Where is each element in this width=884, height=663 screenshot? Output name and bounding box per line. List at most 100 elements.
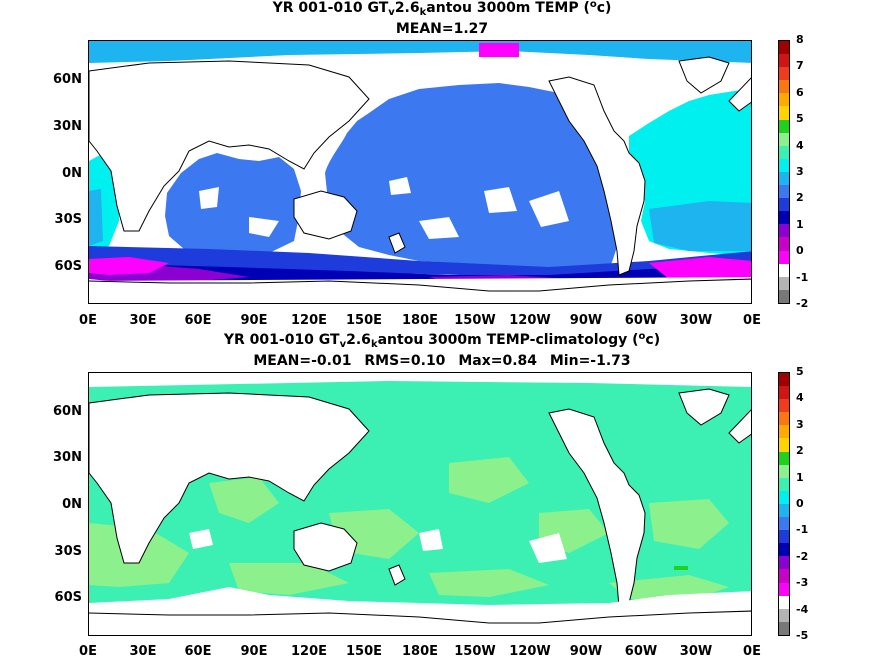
- top-antarctica: [89, 277, 751, 303]
- bottom-land-americas: [548, 408, 646, 608]
- top-map-panel: [88, 40, 752, 304]
- bottom-lon-9: 90W: [569, 644, 603, 659]
- bottom-colorbar-tick: -4: [796, 602, 809, 616]
- top-lat-30n: 30N: [53, 119, 82, 134]
- top-lon-10: 60W: [624, 313, 658, 328]
- bottom-colorbar-tick: -5: [796, 629, 809, 642]
- bottom-map-panel: [88, 372, 752, 636]
- bottom-lon-3: 90E: [240, 644, 268, 659]
- top-mean: MEAN=1.27: [395, 21, 489, 37]
- top-map-svg: [89, 41, 751, 303]
- bottom-title-unit-sup: o: [638, 331, 646, 342]
- top-lon-0: 0E: [79, 313, 97, 328]
- bottom-mean: MEAN=-0.01: [253, 353, 352, 369]
- top-colorbar-swatch: [779, 211, 789, 225]
- top-title-mid: 2.6: [394, 0, 420, 16]
- top-lon-6: 180E: [401, 313, 439, 328]
- top-colorbar: [778, 40, 790, 304]
- bottom-min: Min=-1.73: [549, 353, 631, 369]
- top-colorbar-swatch: [779, 132, 789, 146]
- bottom-colorbar-swatch: [779, 503, 789, 518]
- top-lon-8: 120W: [509, 313, 551, 328]
- bottom-colorbar-swatch: [779, 425, 789, 439]
- bottom-title-suffix: antou 3000m TEMP-climatology (: [377, 332, 639, 348]
- top-land-australia: [293, 190, 358, 240]
- bottom-max: Max=0.84: [458, 353, 537, 369]
- top-colorbar-swatch: [779, 93, 789, 107]
- bottom-colorbar-tick: 0: [796, 497, 804, 510]
- top-lon-5: 150E: [345, 313, 383, 328]
- bottom-lat-0n: 0N: [62, 497, 82, 512]
- top-title-unit-sup: o: [589, 0, 597, 10]
- bottom-colorbar-swatch: [779, 517, 789, 531]
- top-colorbar-tick: 2: [796, 191, 804, 205]
- top-southern-band-1: [89, 246, 751, 277]
- top-colorbar-swatch: [779, 54, 789, 68]
- bottom-colorbar-tick: -3: [796, 576, 809, 590]
- bottom-green-dot: [674, 566, 688, 570]
- top-colorbar-tick: 3: [796, 165, 804, 178]
- bottom-rms: RMS=0.10: [364, 353, 446, 369]
- bottom-colorbar-tick: 3: [796, 417, 804, 431]
- top-colorbar-tick: 4: [796, 138, 804, 152]
- top-colorbar-swatch: [779, 224, 789, 238]
- top-lon-7: 150W: [454, 313, 496, 328]
- bottom-colorbar-swatch: [779, 399, 789, 413]
- top-colorbar-tick: 6: [796, 85, 804, 99]
- top-colorbar-swatch: [779, 119, 789, 133]
- top-title-suffix: antou 3000m TEMP (: [426, 0, 590, 16]
- top-arctic-sea: [89, 41, 751, 63]
- bottom-colorbar-swatch: [779, 595, 789, 609]
- bottom-lat-60s: 60S: [54, 590, 82, 605]
- bottom-colorbar-swatch: [779, 543, 789, 557]
- top-arctic-magenta: [479, 43, 519, 57]
- top-colorbar-swatch: [779, 171, 789, 186]
- bottom-lon-5: 150E: [345, 644, 383, 659]
- bottom-title-prefix: YR 001-010 GT: [223, 332, 340, 348]
- top-colorbar-tick: -1: [796, 270, 809, 284]
- bottom-colorbar-tick: -2: [796, 549, 809, 563]
- bottom-lon-12: 0E: [743, 644, 761, 659]
- bottom-colorbar-swatch: [779, 386, 789, 400]
- top-lon-2: 60E: [184, 313, 212, 328]
- bottom-lat-30n: 30N: [53, 450, 82, 465]
- top-lon-3: 90E: [240, 313, 268, 328]
- bottom-colorbar-swatch: [779, 451, 789, 465]
- top-colorbar-tick: 7: [796, 59, 804, 73]
- bottom-land-australia: [293, 522, 358, 572]
- top-lon-4: 120E: [290, 313, 328, 328]
- bottom-title: YR 001-010 GTv2.6kantou 3000m TEMP-clima…: [0, 331, 884, 350]
- top-colorbar-swatch: [779, 41, 789, 55]
- top-colorbar-swatch: [779, 198, 789, 212]
- top-lat-0n: 0N: [62, 166, 82, 181]
- bottom-lon-4: 120E: [290, 644, 328, 659]
- top-stats: MEAN=1.27: [0, 21, 884, 37]
- top-colorbar-tick: -2: [796, 297, 809, 310]
- top-colorbar-swatch: [779, 80, 789, 94]
- bottom-colorbar: [778, 372, 790, 636]
- bottom-colorbar-tick: 2: [796, 444, 804, 458]
- top-colorbar-tick: 0: [796, 244, 804, 258]
- bottom-title-mid: 2.6: [346, 332, 371, 348]
- top-title-sub-k: k: [419, 7, 427, 18]
- top-land-na-east: [728, 77, 751, 112]
- top-colorbar-tick: 8: [796, 33, 804, 46]
- top-colorbar-swatch: [779, 263, 789, 277]
- bottom-lon-8: 120W: [509, 644, 551, 659]
- top-colorbar-swatch: [779, 289, 789, 303]
- bottom-lon-1: 30E: [129, 644, 157, 659]
- bottom-lon-11: 30W: [679, 644, 713, 659]
- top-colorbar-swatch: [779, 106, 789, 120]
- bottom-colorbar-tick: 5: [796, 365, 804, 378]
- top-colorbar-tick: 1: [796, 217, 804, 231]
- bottom-map-svg: [89, 373, 751, 635]
- top-lon-11: 30W: [679, 313, 713, 328]
- top-lon-9: 90W: [569, 313, 603, 328]
- bottom-title-sub-v: v: [339, 339, 347, 350]
- bottom-colorbar-swatch: [779, 569, 789, 583]
- top-lat-60s: 60S: [54, 259, 82, 274]
- bottom-colorbar-swatch: [779, 621, 789, 635]
- bottom-colorbar-swatch: [779, 438, 789, 452]
- bottom-colorbar-swatch: [779, 530, 789, 544]
- bottom-lon-0: 0E: [79, 644, 97, 659]
